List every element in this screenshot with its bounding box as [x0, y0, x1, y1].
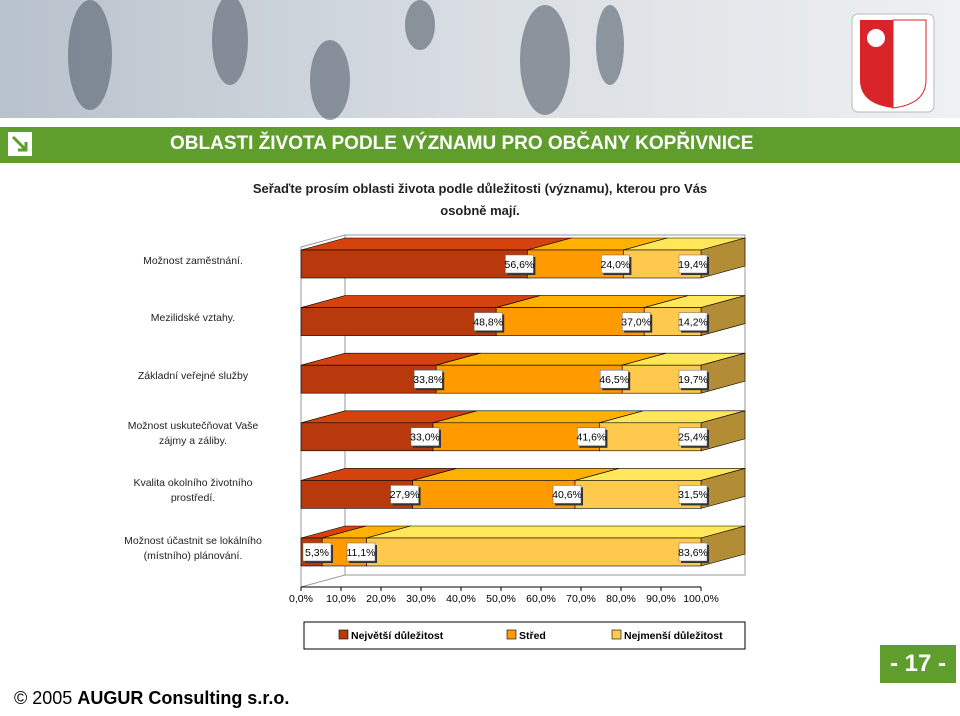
page-number: - 17 - [880, 645, 956, 683]
value-label: 14,2% [678, 316, 708, 328]
x-tick-label: 0,0% [289, 593, 313, 605]
category-label: Základní veřejné služby [137, 369, 249, 382]
logo-eagle [867, 29, 885, 47]
header-photo [0, 0, 960, 118]
x-tick-label: 40,0% [446, 593, 476, 605]
category-label: Mezilidské vztahy. [150, 312, 236, 325]
label-box [505, 254, 534, 274]
value-label: 48,8% [473, 316, 503, 328]
label-box [390, 485, 419, 504]
value-label: 46,5% [599, 374, 629, 386]
value-label: 11,1% [347, 547, 376, 559]
bar [435, 364, 623, 394]
x-tick-label: 10,0% [326, 593, 356, 605]
value-label: 27,9% [390, 489, 420, 501]
bar [432, 422, 600, 452]
photo-figures [68, 0, 624, 120]
label-box [413, 369, 443, 389]
label-box [621, 312, 651, 331]
footer: © 2005 AUGUR Consulting s.r.o. [14, 688, 289, 709]
bar [300, 307, 497, 336]
bar-top [366, 525, 746, 539]
bar [300, 249, 528, 279]
value-label: 24,0% [601, 259, 631, 271]
legend-box [303, 621, 746, 650]
label-box [552, 485, 582, 504]
legend-swatch [611, 629, 622, 640]
slide-title: OBLASTI ŽIVOTA PODLE VÝZNAMU PRO OBČANY … [170, 133, 754, 154]
x-tick-label: 100,0% [683, 593, 719, 605]
x-tick-label: 80,0% [606, 593, 636, 605]
legend-label: Nejmenší důležitost [624, 630, 723, 642]
label-box [302, 542, 332, 562]
value-label: 33,8% [413, 374, 443, 386]
bar [366, 537, 702, 567]
value-label: 19,4% [678, 259, 708, 271]
value-label: 19,7% [678, 374, 708, 386]
logo-shield-half [892, 19, 927, 109]
arrow-glyph [11, 135, 28, 152]
value-label: 33,0% [410, 432, 440, 444]
label-box [577, 427, 606, 447]
category-label: Možnost uskutečňovat Vaše zájmy a záliby… [127, 419, 259, 447]
value-label: 31,5% [678, 489, 708, 501]
x-tick-label: 90,0% [646, 593, 676, 605]
category-label: Možnost zaměstnání. [143, 254, 243, 267]
label-box [678, 485, 708, 504]
label-box [678, 254, 708, 274]
legend-label: Střed [519, 630, 546, 642]
category-label: Kvalita okolního životního prostředí. [133, 477, 253, 505]
label-box [410, 427, 440, 447]
category-label: Možnost účastnit se lokálního (místního)… [124, 535, 262, 562]
value-label: 83,6% [678, 547, 708, 559]
label-box [599, 369, 629, 389]
x-tick-label: 70,0% [566, 593, 596, 605]
copyright: © 2005 [14, 688, 73, 708]
legend-label: Největší důležitost [351, 630, 444, 642]
x-tick-label: 20,0% [366, 593, 396, 605]
label-box [346, 542, 376, 562]
value-label: 25,4% [678, 432, 708, 444]
label-box [601, 254, 630, 274]
value-label: 41,6% [577, 432, 607, 444]
bar [495, 307, 645, 336]
legend-swatch [506, 629, 517, 640]
value-label: 5,3% [305, 547, 329, 559]
label-box [678, 427, 708, 447]
label-box [678, 369, 708, 389]
back-wall [344, 234, 746, 576]
x-tick-label: 30,0% [406, 593, 436, 605]
value-label: 37,0% [621, 316, 651, 328]
title-bar [0, 127, 960, 163]
x-tick-label: 60,0% [526, 593, 556, 605]
bar [412, 480, 576, 509]
label-box [678, 312, 708, 331]
label-box [473, 312, 503, 331]
chart-title: Seřaďte prosím oblasti života podle důle… [252, 181, 708, 218]
company: AUGUR Consulting s.r.o. [77, 688, 290, 708]
legend-swatch [338, 629, 349, 640]
label-box [678, 542, 708, 562]
value-label: 56,6% [505, 259, 535, 271]
bar [300, 364, 437, 394]
x-tick-label: 50,0% [486, 593, 516, 605]
value-label: 40,6% [552, 489, 582, 501]
bar-top [300, 237, 572, 251]
